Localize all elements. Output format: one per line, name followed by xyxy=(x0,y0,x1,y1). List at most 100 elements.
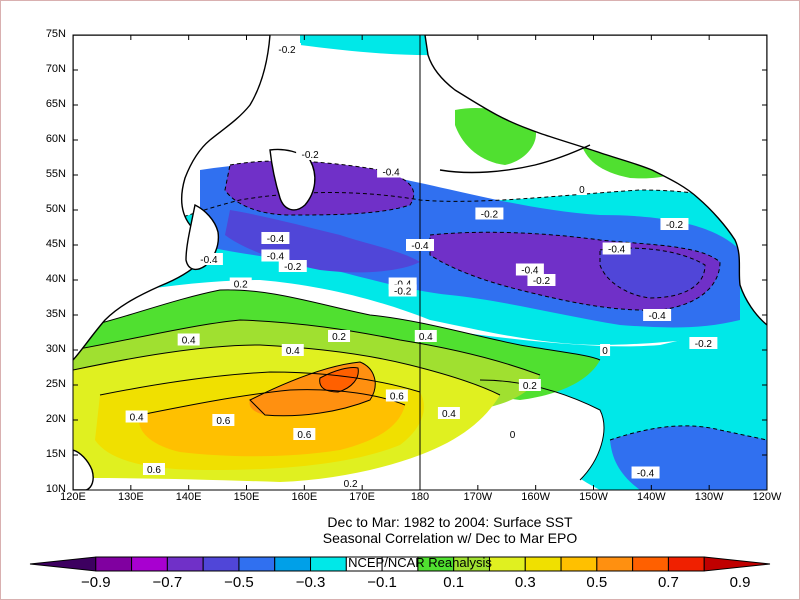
svg-text:0.6: 0.6 xyxy=(216,416,230,427)
colorbar-swatch xyxy=(632,556,669,572)
contour-label: -0.2 xyxy=(388,284,417,298)
contour-label: 0.2 xyxy=(339,477,362,490)
longitude-label: 140W xyxy=(636,491,666,503)
svg-text:0.4: 0.4 xyxy=(286,346,300,357)
colorbar-tick-label: 0.1 xyxy=(443,574,465,591)
svg-text:0.2: 0.2 xyxy=(234,280,248,291)
colorbar-swatch xyxy=(703,556,771,572)
colorbar-tick-label: 0.9 xyxy=(729,574,751,591)
contour-label: 0.6 xyxy=(142,463,165,476)
contour-label: -0.4 xyxy=(377,165,406,179)
tick-layer xyxy=(72,34,768,491)
colorbar-swatch xyxy=(274,556,312,572)
contour-label: -0.2 xyxy=(660,218,689,231)
svg-text:-0.4: -0.4 xyxy=(608,245,626,256)
latitude-label: 65N xyxy=(45,98,66,110)
field-violet-east xyxy=(600,248,705,298)
svg-text:0.2: 0.2 xyxy=(332,332,346,343)
svg-text:0.6: 0.6 xyxy=(297,430,311,441)
latitude-label: 10N xyxy=(45,483,66,495)
contour-label: 0.4 xyxy=(414,330,437,343)
colorbar-swatch xyxy=(202,556,240,572)
longitude-label: 180 xyxy=(410,491,430,503)
contour-label: -0.2 xyxy=(296,148,325,161)
contour-label: 0.4 xyxy=(437,407,460,420)
latitude-label: 55N xyxy=(45,168,66,180)
land-north-america xyxy=(424,35,767,326)
svg-text:0: 0 xyxy=(579,185,585,196)
latitude-label: 45N xyxy=(45,238,66,250)
land-aleutian-chain xyxy=(439,144,591,174)
colorbar-tick-label: −0.7 xyxy=(152,574,183,591)
caption-line1: Dec to Mar: 1982 to 2004: Surface SST xyxy=(327,514,573,530)
longitude-label: 160W xyxy=(521,491,551,503)
svg-text:0: 0 xyxy=(510,430,516,441)
colorbar-swatch xyxy=(524,556,562,572)
colorbar-swatch xyxy=(29,556,97,572)
colorbar xyxy=(29,556,771,572)
latitude-label: 15N xyxy=(45,448,66,460)
contour-label: 0.2 xyxy=(518,379,541,392)
latitude-label: 40N xyxy=(45,273,66,285)
contour-label: 0 xyxy=(600,344,611,357)
contour-label: 0.4 xyxy=(177,333,200,347)
longitude-label: 160E xyxy=(291,491,318,503)
land-masses xyxy=(73,35,767,490)
svg-text:-0.2: -0.2 xyxy=(533,276,551,287)
svg-text:-0.4: -0.4 xyxy=(267,252,285,263)
colorbar-swatch xyxy=(667,556,705,572)
contour-label: -0.4 xyxy=(515,263,544,277)
colorbar-tick-label: 0.7 xyxy=(657,574,679,591)
svg-text:-0.2: -0.2 xyxy=(481,210,499,221)
longitude-label: 140E xyxy=(175,491,202,503)
colorbar-swatch xyxy=(131,556,168,572)
latitude-label: 60N xyxy=(45,133,66,145)
contour-label-layer: -0.2-0.2-0.4-0.4-0.4-0.4-0.2-0.4-0.4-0.2… xyxy=(125,43,718,490)
contour-label: -0.2 xyxy=(475,207,504,221)
contour-label: -0.4 xyxy=(194,253,223,266)
svg-text:0.2: 0.2 xyxy=(344,479,358,490)
land-asia xyxy=(73,35,271,362)
svg-text:-0.2: -0.2 xyxy=(666,220,684,231)
contour-label: 0.6 xyxy=(385,389,408,403)
svg-text:0.4: 0.4 xyxy=(130,413,144,424)
colorbar-tick-label: 0.3 xyxy=(514,574,536,591)
longitude-label: 130E xyxy=(117,491,144,503)
svg-text:0.4: 0.4 xyxy=(182,336,196,347)
latitude-label: 25N xyxy=(45,378,66,390)
svg-text:-0.4: -0.4 xyxy=(267,234,285,245)
contour-label: 0.6 xyxy=(293,428,316,441)
colorbar-tick-label: −0.1 xyxy=(367,574,397,591)
svg-text:-0.2: -0.2 xyxy=(695,339,713,350)
contour-label: -0.2 xyxy=(689,337,718,350)
colorbar-swatch xyxy=(95,556,133,572)
svg-text:-0.4: -0.4 xyxy=(521,266,539,277)
latitude-label: 50N xyxy=(45,203,66,215)
svg-text:-0.4: -0.4 xyxy=(411,241,429,252)
svg-text:-0.2: -0.2 xyxy=(284,262,302,273)
contour-label: 0.4 xyxy=(281,344,304,357)
field-purple-west xyxy=(225,160,414,215)
latitude-label: 35N xyxy=(45,308,66,320)
contour-label: 0.6 xyxy=(212,414,235,427)
latitude-label: 30N xyxy=(45,343,66,355)
longitude-label: 120E xyxy=(60,491,86,503)
contour-label: -0.2 xyxy=(278,260,307,273)
credit-label: NCEP/NCAR Reanalysis xyxy=(348,555,492,570)
caption-line2: Seasonal Correlation w/ Dec to Mar EPO xyxy=(322,530,578,546)
svg-text:-0.4: -0.4 xyxy=(637,469,655,480)
svg-text:-0.4: -0.4 xyxy=(648,311,666,322)
svg-text:-0.2: -0.2 xyxy=(278,45,296,56)
svg-text:-0.2: -0.2 xyxy=(301,150,319,161)
longitude-label: 130W xyxy=(694,491,724,503)
contour-label: -0.4 xyxy=(261,232,290,245)
svg-text:0: 0 xyxy=(602,346,608,357)
svg-text:-0.2: -0.2 xyxy=(394,287,412,298)
longitude-label: 150E xyxy=(233,491,260,503)
colorbar-tick-label: 0.5 xyxy=(586,574,608,591)
svg-text:0.2: 0.2 xyxy=(523,381,537,392)
contour-label: -0.2 xyxy=(527,274,556,287)
contour-label: -0.4 xyxy=(631,466,660,480)
colorbar-tick-label: −0.9 xyxy=(80,574,111,591)
